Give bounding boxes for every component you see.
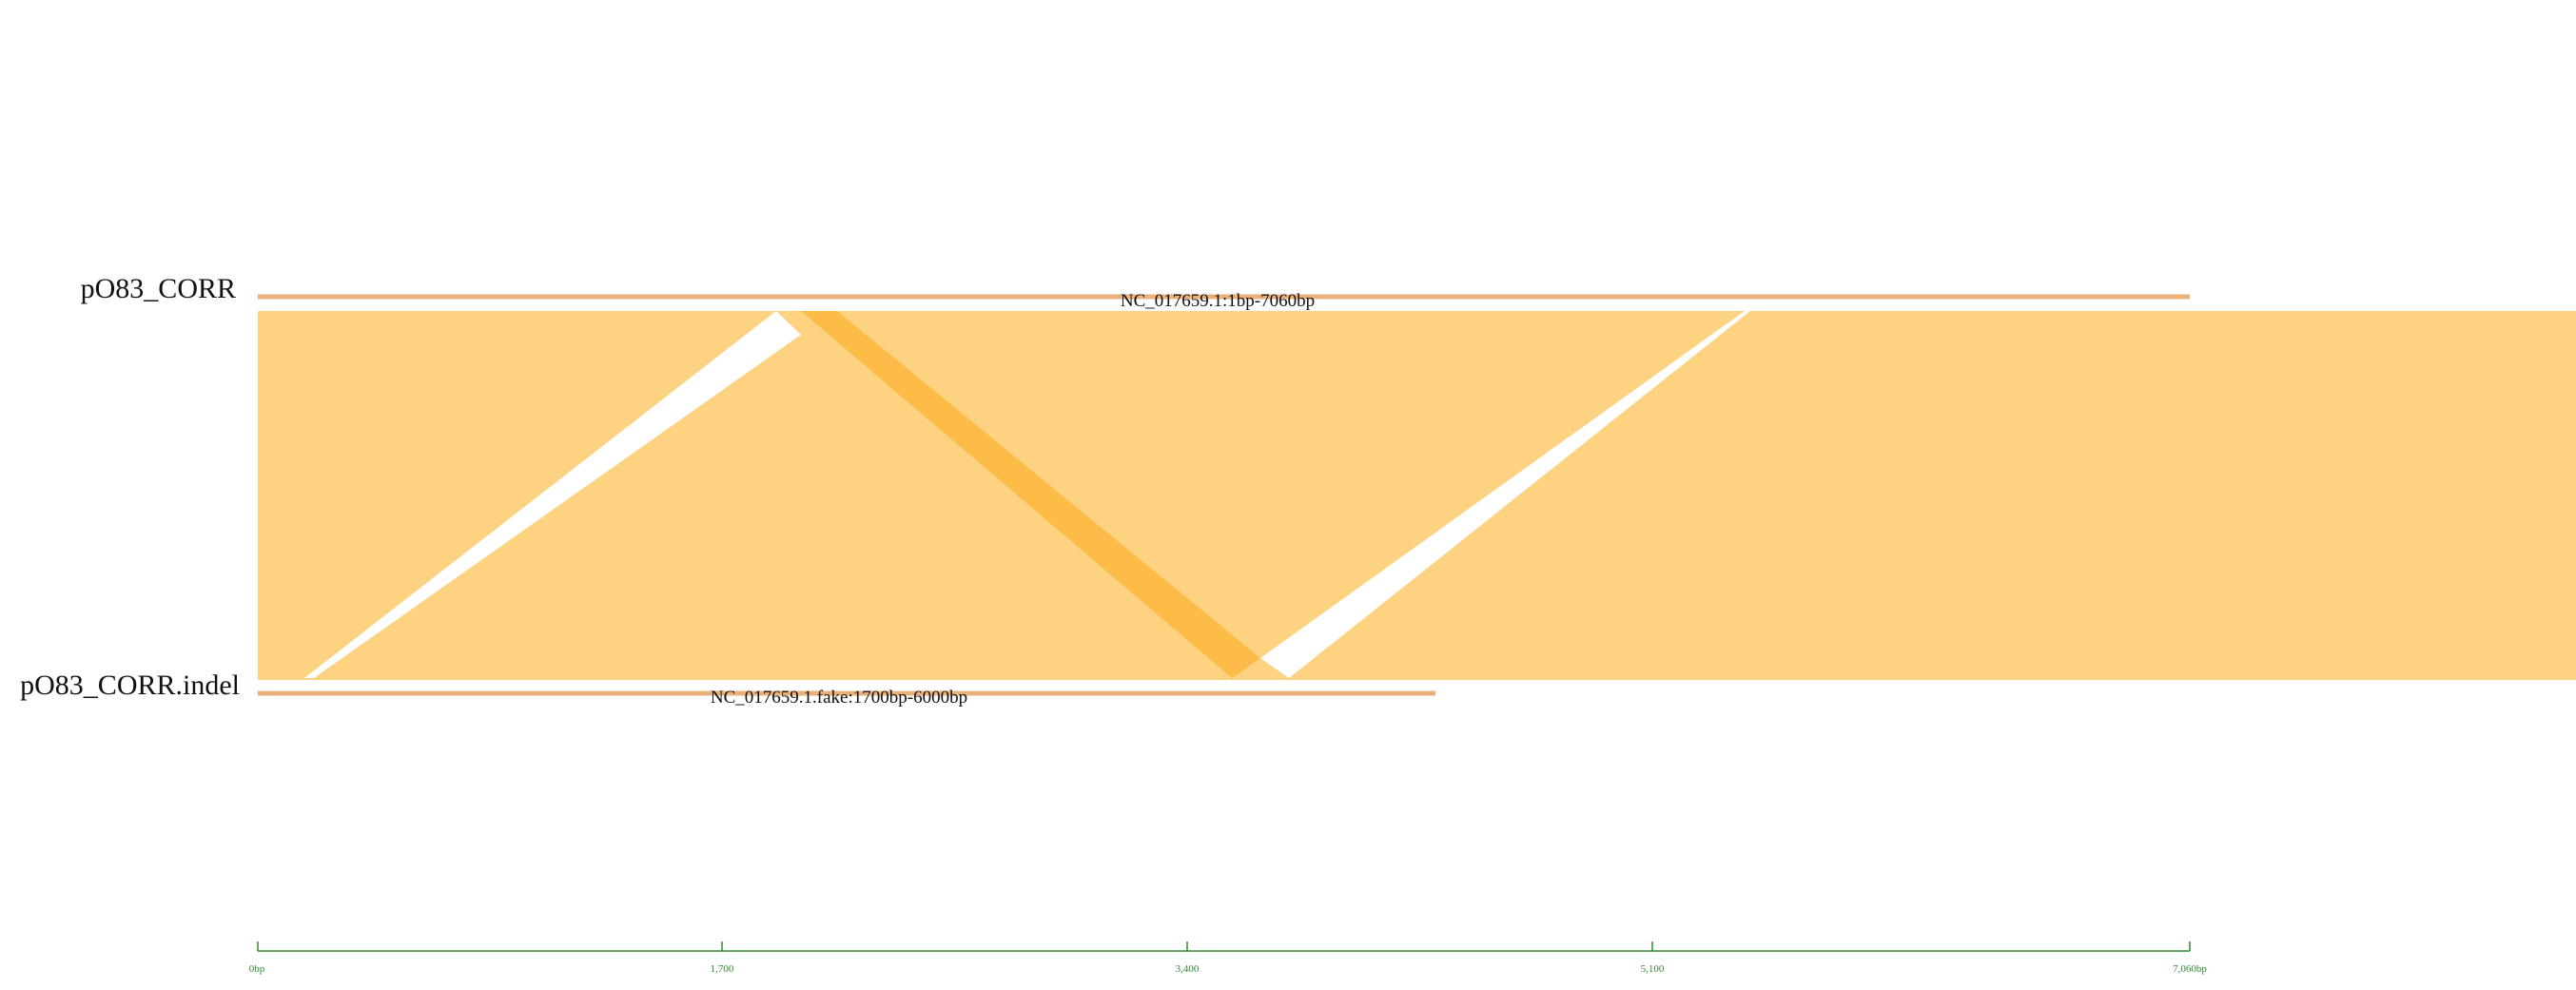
- track-name-query: pO83_CORR.indel: [20, 670, 240, 701]
- segment-label-reference: NC_017659.1:1bp-7060bp: [1121, 291, 1315, 311]
- gap-wedge-left: [304, 311, 801, 678]
- inversion-band: [801, 311, 1260, 678]
- scale-bar: [257, 941, 2191, 952]
- synteny-block: [258, 311, 2576, 680]
- gap-wedge-right: [1260, 311, 1750, 678]
- scale-tick-label: 1,700: [711, 963, 734, 975]
- scale-tick-label: 0bp: [249, 963, 265, 975]
- scale-tick-label: 3,400: [1176, 963, 1200, 975]
- segment-label-query: NC_017659.1.fake:1700bp-6000bp: [711, 688, 967, 708]
- scale-tick-label: 5,100: [1641, 963, 1665, 975]
- track-name-reference: pO83_CORR: [81, 273, 236, 304]
- scale-tick-label: 7,060bp: [2173, 963, 2207, 975]
